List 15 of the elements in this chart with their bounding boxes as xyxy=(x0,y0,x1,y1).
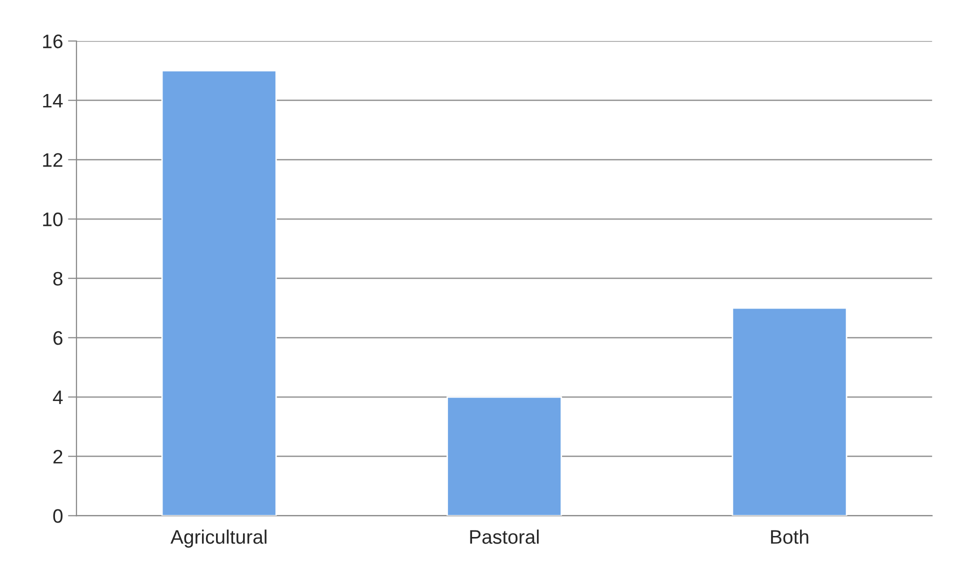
x-tick-label: Agricultural xyxy=(170,530,266,548)
y-tick-label: 4 xyxy=(52,390,63,404)
y-tick-label: 10 xyxy=(43,212,63,226)
bar xyxy=(446,396,562,516)
bar xyxy=(732,307,848,516)
x-tick-label: Both xyxy=(771,530,808,544)
y-tick-label: 14 xyxy=(43,94,63,108)
y-tick-label: 16 xyxy=(43,34,62,48)
y-tick-label: 8 xyxy=(53,272,62,286)
y-tick-label: 2 xyxy=(53,450,62,464)
bar xyxy=(161,70,277,516)
y-tick-label: 6 xyxy=(53,331,62,345)
y-tick-label: 12 xyxy=(43,153,62,167)
x-tick-label: Pastoral xyxy=(470,530,539,544)
y-tick-label: 0 xyxy=(53,509,63,523)
